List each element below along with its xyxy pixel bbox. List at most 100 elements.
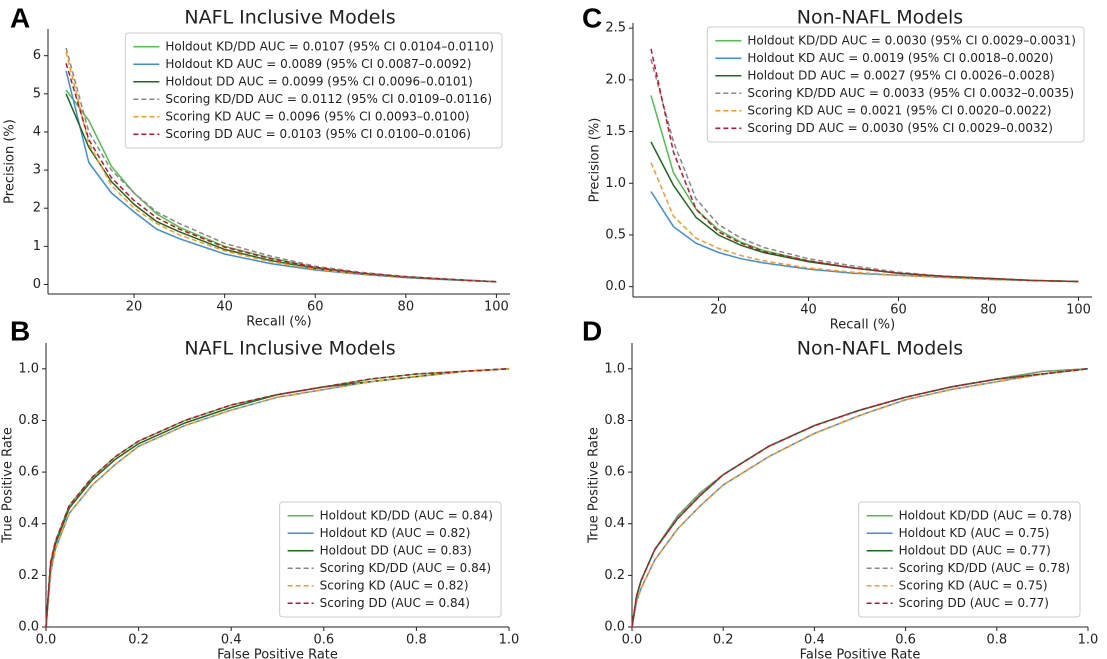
- x-tick-label: 60: [307, 300, 324, 315]
- legend-label: Holdout KD (AUC = 0.82): [320, 526, 471, 540]
- legend-label: Scoring DD (AUC = 0.77): [899, 596, 1049, 610]
- legend: Holdout KD/DD (AUC = 0.78) Holdout KD (AU…: [858, 501, 1081, 618]
- legend-label: Scoring DD (AUC = 0.84): [320, 596, 470, 610]
- legend-label: Holdout KD (AUC = 0.75): [899, 526, 1050, 540]
- legend-label: Holdout DD (AUC = 0.83): [320, 543, 472, 557]
- x-tick-label: 1.0: [1078, 633, 1099, 648]
- y-tick-label: 1.0: [605, 176, 626, 191]
- y-axis-label: Precision (%): [3, 119, 18, 204]
- y-tick-label: 0.0: [604, 620, 625, 635]
- x-tick-label: 20: [710, 303, 727, 318]
- y-tick-label: 0.6: [604, 465, 625, 480]
- legend-box: [706, 26, 1085, 143]
- series-line: [631, 368, 1089, 628]
- legend-label: Scoring KD (AUC = 0.82): [320, 578, 469, 592]
- x-tick-label: 0.8: [406, 633, 427, 648]
- y-tick-label: 0.8: [604, 413, 625, 428]
- series-line: [650, 48, 1079, 283]
- legend-label: Holdout KD/DD AUC = 0.0107 (95% CI 0.010…: [165, 39, 494, 53]
- legend: Holdout KD/DD AUC = 0.0107 (95% CI 0.010…: [124, 32, 503, 149]
- legend: Holdout KD/DD (AUC = 0.84) Holdout KD (AU…: [279, 501, 502, 618]
- x-tick-label: 60: [890, 303, 907, 318]
- series-line: [45, 368, 510, 628]
- legend-label: Holdout DD AUC = 0.0027 (95% CI 0.0026–0…: [747, 68, 1055, 82]
- x-axis-label: False Positive Rate: [217, 648, 338, 659]
- legend-label: Scoring KD/DD (AUC = 0.78): [899, 561, 1070, 575]
- y-tick-label: 1.0: [604, 361, 625, 376]
- legend-box: [279, 501, 502, 618]
- x-tick-label: 0.0: [36, 633, 57, 648]
- y-tick-label: 0.5: [605, 227, 626, 242]
- x-tick-label: 40: [216, 300, 233, 315]
- y-tick-label: 2.5: [605, 21, 626, 36]
- y-tick-label: 0.6: [18, 465, 39, 480]
- panel-label: D: [582, 315, 602, 346]
- x-tick-label: 0.0: [622, 633, 643, 648]
- x-axis-label: Recall (%): [830, 318, 895, 333]
- legend: Holdout KD/DD AUC = 0.0030 (95% CI 0.002…: [706, 26, 1085, 143]
- x-tick-label: 0.2: [713, 633, 734, 648]
- legend-label: Scoring KD (AUC = 0.75): [899, 578, 1048, 592]
- legend-label: Holdout DD (AUC = 0.77): [899, 543, 1051, 557]
- series-line: [650, 191, 1079, 283]
- legend-label: Holdout KD/DD (AUC = 0.78): [899, 508, 1072, 522]
- legend-label: Holdout KD/DD AUC = 0.0030 (95% CI 0.002…: [747, 33, 1076, 47]
- x-tick-label: 0.6: [895, 633, 916, 648]
- y-axis-label: True Positive Rate: [1, 427, 16, 544]
- legend-label: Scoring KD/DD AUC = 0.0033 (95% CI 0.003…: [747, 86, 1074, 100]
- y-tick-label: 3: [33, 163, 41, 178]
- panel-label: A: [10, 2, 30, 33]
- x-tick-label: 1.0: [499, 633, 520, 648]
- y-tick-label: 0: [33, 277, 41, 292]
- legend-label: Holdout DD AUC = 0.0099 (95% CI 0.0096–0…: [165, 74, 473, 88]
- y-tick-label: 5: [33, 86, 41, 101]
- panel-label: B: [10, 315, 30, 346]
- legend-label: Holdout KD AUC = 0.0089 (95% CI 0.0087–0…: [165, 57, 471, 71]
- x-tick-label: 0.8: [986, 633, 1007, 648]
- y-tick-label: 1.5: [605, 124, 626, 139]
- y-tick-label: 0.4: [604, 516, 625, 531]
- x-tick-label: 100: [484, 300, 509, 315]
- chart-title: NAFL Inclusive Models: [184, 338, 395, 360]
- x-tick-label: 40: [800, 303, 817, 318]
- y-tick-label: 1.0: [18, 361, 39, 376]
- x-tick-label: 0.4: [804, 633, 825, 648]
- x-tick-label: 80: [398, 300, 415, 315]
- series-line: [650, 162, 1079, 283]
- y-tick-label: 0.8: [18, 413, 39, 428]
- x-axis-label: False Positive Rate: [800, 648, 921, 659]
- y-tick-label: 0.0: [605, 279, 626, 294]
- y-tick-label: 1: [33, 239, 41, 254]
- legend-label: Scoring KD AUC = 0.0096 (95% CI 0.0093–0…: [165, 109, 469, 123]
- y-tick-label: 2: [33, 201, 41, 216]
- x-tick-label: 0.4: [221, 633, 242, 648]
- series-line: [45, 368, 510, 628]
- legend-label: Scoring KD/DD (AUC = 0.84): [320, 561, 491, 575]
- chart-title: Non-NAFL Models: [797, 338, 963, 360]
- series-line: [650, 141, 1079, 283]
- y-tick-label: 0.4: [18, 516, 39, 531]
- y-tick-label: 0.0: [18, 620, 39, 635]
- chart-title: Non-NAFL Models: [797, 7, 963, 29]
- legend-label: Scoring DD AUC = 0.0030 (95% CI 0.0029–0…: [747, 121, 1053, 135]
- legend-label: Scoring KD/DD AUC = 0.0112 (95% CI 0.010…: [165, 92, 492, 106]
- x-axis-label: Recall (%): [246, 315, 311, 330]
- x-tick-label: 20: [126, 300, 143, 315]
- y-axis-label: Precision (%): [588, 118, 603, 203]
- y-tick-label: 4: [33, 124, 41, 139]
- chart-title: NAFL Inclusive Models: [184, 7, 395, 29]
- x-tick-label: 80: [980, 303, 997, 318]
- series-line: [631, 368, 1089, 628]
- y-tick-label: 0.2: [18, 568, 39, 583]
- legend-box: [124, 32, 503, 149]
- legend-label: Holdout KD AUC = 0.0019 (95% CI 0.0018–0…: [747, 51, 1053, 65]
- y-tick-label: 2.0: [605, 72, 626, 87]
- legend-label: Holdout KD/DD (AUC = 0.84): [320, 508, 493, 522]
- x-tick-label: 0.6: [313, 633, 334, 648]
- x-tick-label: 0.2: [128, 633, 149, 648]
- legend-box: [858, 501, 1081, 618]
- series-line: [65, 63, 497, 283]
- panel-label: C: [582, 2, 602, 33]
- x-tick-label: 100: [1066, 303, 1091, 318]
